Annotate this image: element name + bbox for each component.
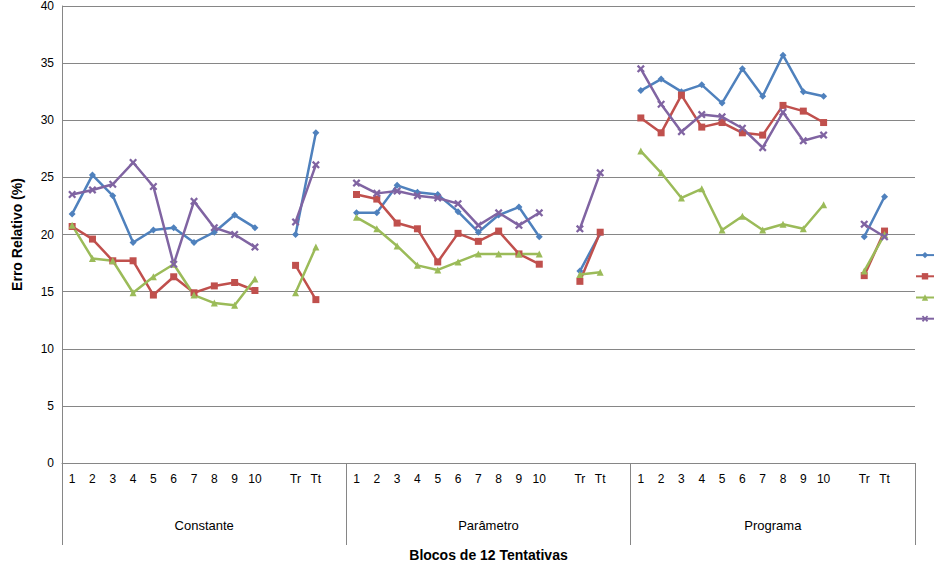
svg-text:7: 7 [475, 472, 482, 486]
svg-text:1: 1 [637, 472, 644, 486]
svg-text:20: 20 [41, 228, 55, 242]
svg-text:5: 5 [434, 472, 441, 486]
svg-text:5: 5 [719, 472, 726, 486]
svg-text:6: 6 [455, 472, 462, 486]
svg-text:9: 9 [516, 472, 523, 486]
svg-text:0: 0 [47, 456, 54, 470]
svg-text:Tr: Tr [859, 472, 870, 486]
svg-text:Tt: Tt [879, 472, 890, 486]
svg-text:4: 4 [414, 472, 421, 486]
svg-text:10: 10 [817, 472, 831, 486]
svg-text:35: 35 [41, 56, 55, 70]
svg-text:8: 8 [495, 472, 502, 486]
svg-text:Constante: Constante [175, 518, 234, 533]
svg-text:Tr: Tr [574, 472, 585, 486]
svg-text:3: 3 [109, 472, 116, 486]
svg-text:Blocos de 12 Tentativas: Blocos de 12 Tentativas [409, 547, 568, 563]
svg-text:Tt: Tt [595, 472, 606, 486]
svg-text:5: 5 [150, 472, 157, 486]
svg-text:10: 10 [533, 472, 547, 486]
svg-text:2: 2 [373, 472, 380, 486]
svg-text:9: 9 [800, 472, 807, 486]
svg-text:15: 15 [41, 285, 55, 299]
svg-text:Tr: Tr [290, 472, 301, 486]
svg-text:Parâmetro: Parâmetro [458, 518, 519, 533]
svg-text:40: 40 [41, 0, 55, 13]
svg-text:9: 9 [231, 472, 238, 486]
svg-text:Erro Relativo (%): Erro Relativo (%) [9, 178, 25, 291]
svg-text:25: 25 [41, 170, 55, 184]
svg-text:3: 3 [394, 472, 401, 486]
svg-text:2: 2 [89, 472, 96, 486]
svg-text:4: 4 [698, 472, 705, 486]
svg-text:4: 4 [130, 472, 137, 486]
svg-text:Programa: Programa [744, 518, 802, 533]
svg-text:10: 10 [248, 472, 262, 486]
svg-text:6: 6 [739, 472, 746, 486]
svg-text:7: 7 [191, 472, 198, 486]
svg-text:30: 30 [41, 113, 55, 127]
svg-text:1: 1 [353, 472, 360, 486]
svg-text:10: 10 [41, 342, 55, 356]
svg-text:6: 6 [170, 472, 177, 486]
svg-text:2: 2 [658, 472, 665, 486]
svg-text:3: 3 [678, 472, 685, 486]
svg-text:1: 1 [69, 472, 76, 486]
svg-text:7: 7 [759, 472, 766, 486]
svg-text:8: 8 [211, 472, 218, 486]
svg-text:8: 8 [780, 472, 787, 486]
svg-text:Tt: Tt [311, 472, 322, 486]
svg-text:5: 5 [47, 399, 54, 413]
